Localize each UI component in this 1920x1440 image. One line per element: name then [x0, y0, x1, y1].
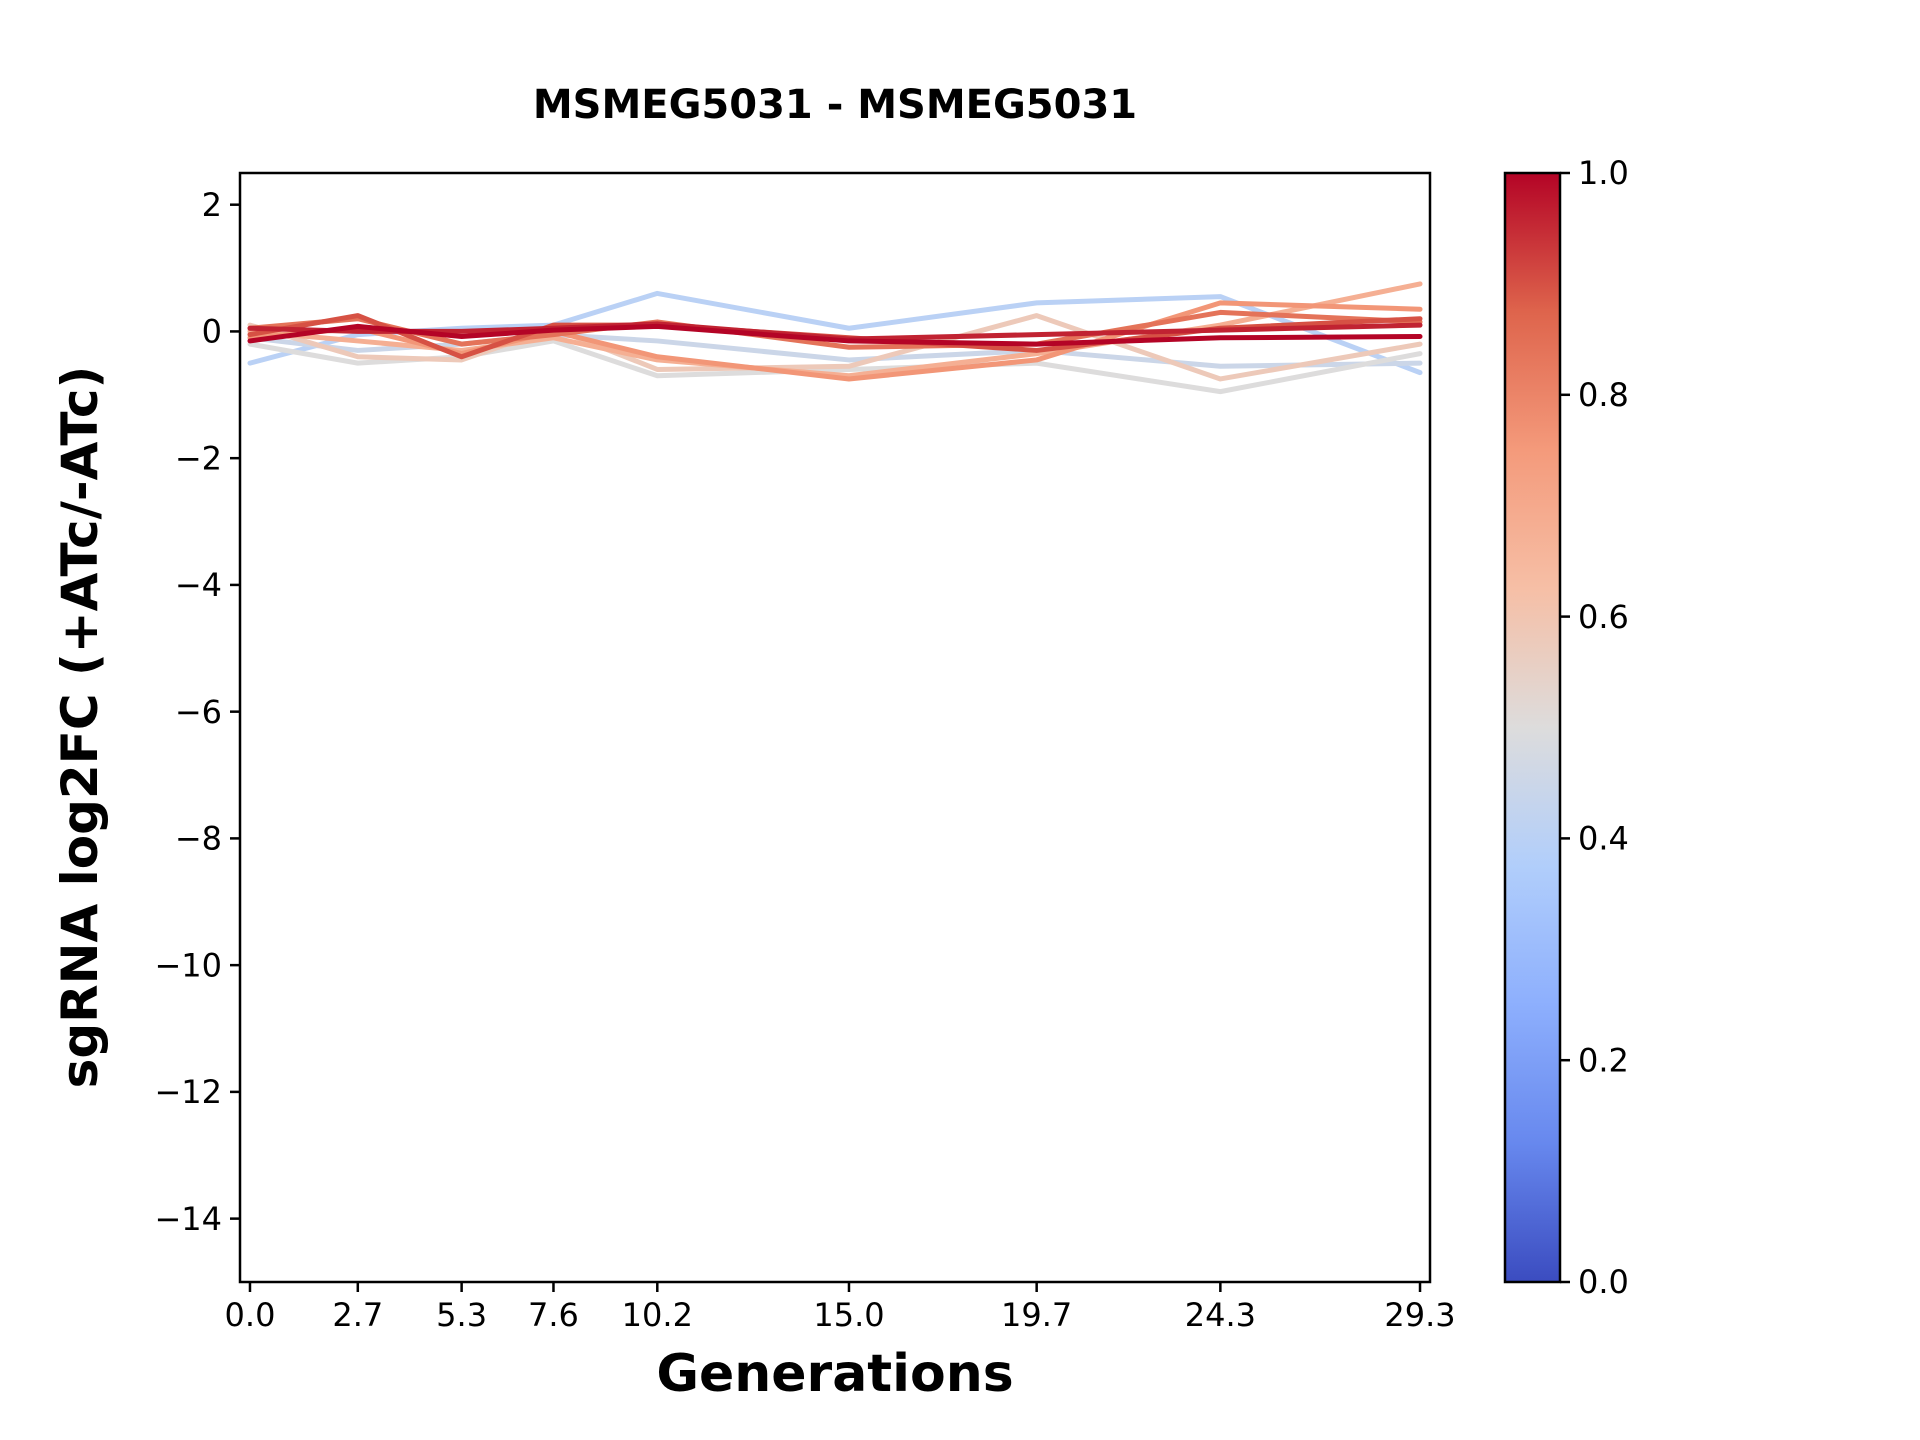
y-tick-label: −14 [154, 1200, 222, 1238]
colorbar-frame [1503, 171, 1562, 1284]
y-tick-label: −12 [154, 1073, 222, 1111]
x-tick-label: 24.3 [1185, 1296, 1256, 1334]
colorbar-tick-label: 0.2 [1578, 1041, 1629, 1079]
x-tick-label: 15.0 [813, 1296, 884, 1334]
x-axis-label: Generations [656, 1344, 1014, 1404]
y-tick-label: 0 [202, 313, 222, 351]
x-tick-label: 7.6 [528, 1296, 579, 1334]
x-tick-label: 2.7 [332, 1296, 383, 1334]
y-tick-label: 2 [202, 186, 222, 224]
colorbar-tick-label: 0.0 [1578, 1263, 1629, 1301]
colorbar-gradient [1505, 173, 1560, 1282]
colorbar-tick-label: 1.0 [1578, 154, 1629, 192]
chart-title: MSMEG5031 - MSMEG5031 [532, 82, 1138, 128]
axes-frame [238, 171, 1432, 1284]
y-tick-label: −2 [175, 439, 222, 477]
series-line [247, 338, 1423, 395]
colorbar-tick-label: 0.8 [1578, 376, 1629, 414]
colorbar-tick-label: 0.4 [1578, 820, 1629, 858]
y-tick-label: −8 [175, 820, 222, 858]
x-tick-label: 10.2 [622, 1296, 693, 1334]
colorbar-tick-label: 0.6 [1578, 598, 1629, 636]
y-tick-label: −4 [175, 566, 222, 604]
y-tick-label: −6 [175, 693, 222, 731]
x-tick-label: 29.3 [1384, 1296, 1455, 1334]
x-tick-label: 5.3 [436, 1296, 487, 1334]
y-tick-label: −10 [154, 946, 222, 984]
x-tick-label: 0.0 [225, 1296, 276, 1334]
series-line [247, 313, 1423, 382]
x-tick-label: 19.7 [1001, 1296, 1072, 1334]
series-line [247, 332, 1423, 369]
series-group [247, 281, 1423, 395]
series-line [247, 323, 1423, 347]
